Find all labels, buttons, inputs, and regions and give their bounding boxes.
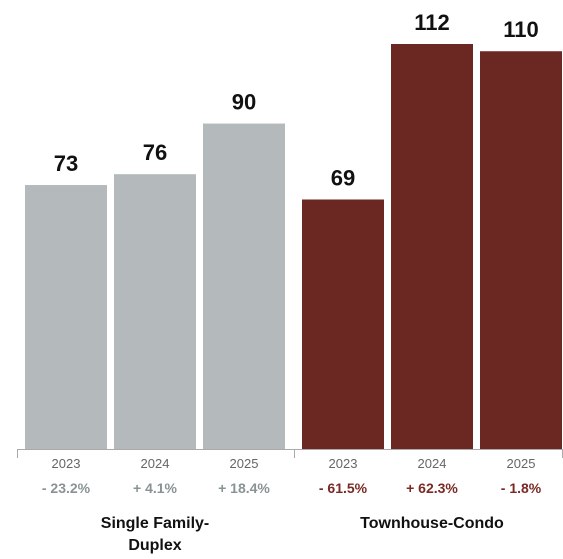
value-label: 73 bbox=[54, 151, 78, 176]
change-label: + 18.4% bbox=[218, 480, 270, 496]
group-label: Single Family- bbox=[101, 515, 209, 532]
x-tick-label: 2023 bbox=[329, 456, 358, 471]
change-label: + 4.1% bbox=[133, 480, 178, 496]
bar-single-family-2024 bbox=[114, 174, 196, 449]
x-tick-label: 2023 bbox=[52, 456, 81, 471]
value-label: 112 bbox=[414, 10, 450, 35]
group-label: Duplex bbox=[128, 537, 181, 554]
bar-single-family-2023 bbox=[25, 185, 107, 449]
value-label: 76 bbox=[143, 140, 167, 165]
x-tick-label: 2024 bbox=[418, 456, 447, 471]
bars-layer bbox=[25, 44, 562, 449]
change-label: - 61.5% bbox=[319, 480, 368, 496]
x-tick-label: 2025 bbox=[230, 456, 259, 471]
change-label: - 23.2% bbox=[42, 480, 91, 496]
bar-townhouse-2025 bbox=[480, 51, 562, 449]
bar-townhouse-2024 bbox=[391, 44, 473, 449]
change-label: - 1.8% bbox=[501, 480, 542, 496]
value-label: 110 bbox=[503, 17, 539, 42]
value-label: 69 bbox=[331, 165, 355, 190]
value-label: 90 bbox=[232, 90, 256, 115]
x-tick-label: 2025 bbox=[507, 456, 536, 471]
bar-townhouse-2023 bbox=[302, 199, 384, 449]
x-tick-label: 2024 bbox=[141, 456, 170, 471]
change-label: + 62.3% bbox=[406, 480, 458, 496]
bar-single-family-2025 bbox=[203, 123, 285, 449]
labels-layer: 73 2023 - 23.2% 76 2024 + 4.1% 90 2025 + 18.4% Si… bbox=[42, 10, 542, 554]
group-label: Townhouse-Condo bbox=[360, 515, 504, 532]
x-axis bbox=[17, 449, 563, 458]
